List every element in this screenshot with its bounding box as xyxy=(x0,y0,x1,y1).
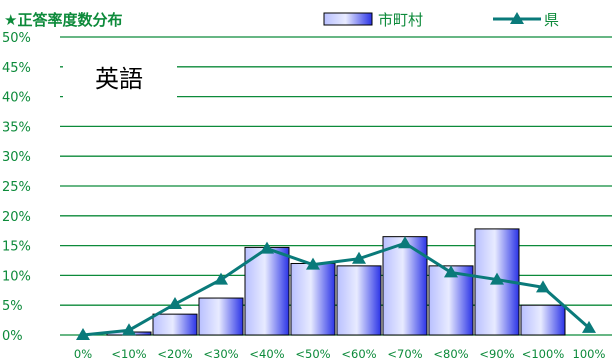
bar xyxy=(336,265,382,336)
line-point xyxy=(444,265,458,278)
y-tick-label: 5% xyxy=(2,299,23,314)
line-point xyxy=(398,236,412,249)
series-line xyxy=(82,241,590,337)
y-tick-label: 10% xyxy=(2,269,31,284)
line-point xyxy=(536,280,550,293)
y-tick-label: 0% xyxy=(2,329,23,344)
x-tick-label: 0% xyxy=(74,347,92,361)
x-tick-label: <20% xyxy=(157,347,192,361)
x-tick-label: <50% xyxy=(295,347,330,361)
y-tick-label: 50% xyxy=(2,31,31,46)
y-tick-label: 40% xyxy=(2,91,31,106)
x-tick-label: 100% xyxy=(573,347,606,361)
bar xyxy=(290,262,336,336)
y-tick-label: 20% xyxy=(2,210,31,225)
line-point xyxy=(214,272,228,285)
line-point xyxy=(490,272,504,285)
x-tick-label: <60% xyxy=(341,347,376,361)
line-series xyxy=(76,236,596,340)
line-point xyxy=(582,320,596,333)
x-tick-label: <80% xyxy=(433,347,468,361)
line-point xyxy=(168,297,182,310)
subject-label-box xyxy=(63,52,177,102)
y-tick-label: 25% xyxy=(2,180,31,195)
legend: 市町村 県 xyxy=(323,11,559,29)
line-point xyxy=(260,241,274,254)
y-tick-label: 30% xyxy=(2,150,31,165)
y-tick-label: 15% xyxy=(2,240,31,255)
x-tick-label: <30% xyxy=(203,347,238,361)
legend-bar-label: 市町村 xyxy=(378,11,423,29)
bar-series xyxy=(106,228,566,336)
line-point xyxy=(306,257,320,270)
y-axis-ticks: 0% 5% 10% 15% 20% 25% 30% 35% 40% 45% 50% xyxy=(2,31,31,344)
x-tick-label: <40% xyxy=(249,347,284,361)
line-point xyxy=(76,328,90,340)
subject-label: 英語 xyxy=(95,65,143,93)
x-axis-ticks: 0% <10% <20% <30% <40% <50% <60% <70% <80% <90% <1… xyxy=(74,347,606,361)
x-tick-label: <90% xyxy=(479,347,514,361)
line-point xyxy=(352,251,366,264)
bar xyxy=(152,313,198,336)
bar xyxy=(520,304,566,336)
legend-line-label: 県 xyxy=(544,11,559,29)
y-tick-label: 35% xyxy=(2,120,31,135)
legend-bar-swatch xyxy=(323,12,373,26)
line-point xyxy=(122,323,136,336)
bar xyxy=(198,297,244,336)
x-tick-label: <10% xyxy=(111,347,146,361)
legend-triangle-icon xyxy=(510,12,524,24)
chart-title: ★正答率度数分布 xyxy=(4,11,122,29)
x-tick-label: <70% xyxy=(387,347,422,361)
y-tick-label: 45% xyxy=(2,61,31,76)
x-tick-label: <100% xyxy=(522,347,565,361)
